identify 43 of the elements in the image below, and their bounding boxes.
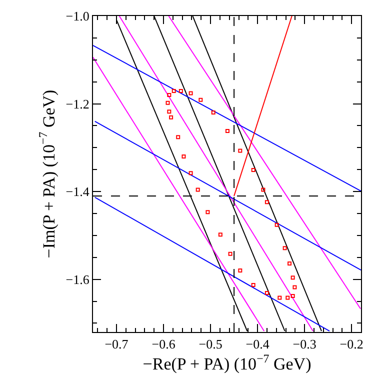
point bbox=[188, 171, 193, 176]
point bbox=[290, 294, 295, 298]
point bbox=[218, 232, 222, 237]
point bbox=[169, 115, 174, 120]
point bbox=[264, 200, 269, 204]
point bbox=[238, 148, 242, 153]
point bbox=[278, 296, 282, 300]
point bbox=[188, 91, 193, 96]
point bbox=[178, 89, 183, 94]
point bbox=[167, 110, 172, 114]
point bbox=[211, 110, 216, 115]
point bbox=[206, 210, 210, 214]
point bbox=[238, 268, 242, 273]
point bbox=[251, 168, 256, 172]
point bbox=[176, 135, 180, 140]
point bbox=[196, 188, 200, 192]
point bbox=[290, 276, 295, 280]
y-tick-label: −1.4 bbox=[66, 184, 90, 200]
point bbox=[282, 246, 287, 250]
point bbox=[251, 283, 256, 288]
point bbox=[274, 222, 279, 227]
x-tick-label: −0.7 bbox=[104, 336, 129, 352]
x-tick-label: −0.5 bbox=[198, 336, 222, 352]
y-tick-label: −1.2 bbox=[66, 96, 90, 112]
x-axis-title: −Re(P + PA) (10$^{−7}$ GeV) bbox=[142, 352, 312, 374]
point bbox=[182, 154, 186, 158]
point bbox=[167, 93, 172, 97]
y-tick-label: −1.0 bbox=[66, 8, 90, 24]
point bbox=[198, 98, 203, 102]
point bbox=[166, 100, 170, 105]
x-tick-label: −0.2 bbox=[340, 336, 364, 352]
point bbox=[264, 290, 269, 295]
point bbox=[172, 89, 176, 94]
x-tick-label: −0.3 bbox=[292, 336, 316, 352]
x-tick-label: −0.4 bbox=[246, 336, 270, 352]
point bbox=[261, 188, 266, 192]
point bbox=[228, 252, 232, 256]
point bbox=[286, 296, 290, 300]
point bbox=[225, 128, 230, 133]
x-tick-label: −0.6 bbox=[152, 336, 176, 352]
point bbox=[288, 262, 292, 266]
point bbox=[292, 285, 297, 290]
y-tick-label: −1.6 bbox=[66, 272, 90, 287]
